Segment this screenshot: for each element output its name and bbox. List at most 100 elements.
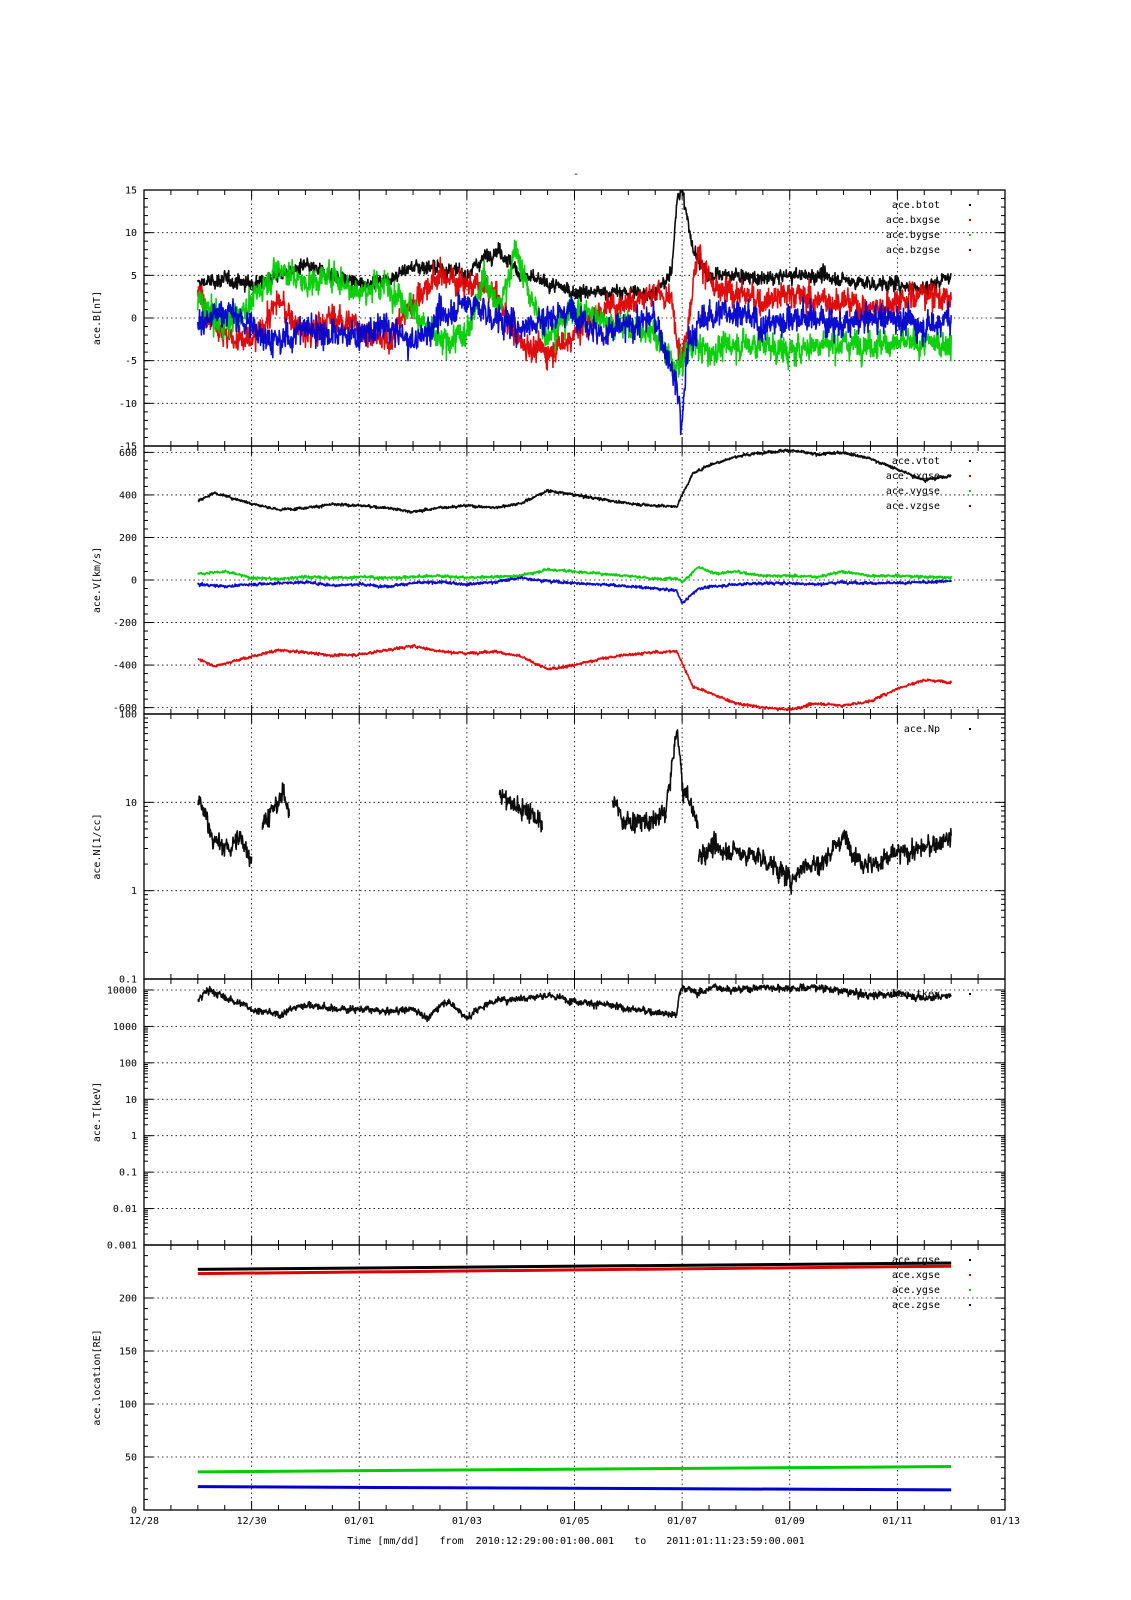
legend-marker xyxy=(969,1289,971,1291)
series-trace-ace.Np xyxy=(498,788,543,833)
y-tick-label: 600 xyxy=(119,448,137,459)
y-axis-label: ace.V[km/s] xyxy=(92,547,103,613)
y-tick-label: -600 xyxy=(113,703,137,714)
series-line-ace.zgse xyxy=(197,1485,952,1492)
x-tick-label: 12/30 xyxy=(237,1516,267,1527)
legend-marker xyxy=(969,204,971,206)
legend-label: ace.rgse xyxy=(892,1255,940,1266)
series-ace.zgse xyxy=(197,1485,952,1492)
x-tick-label: 01/01 xyxy=(344,1516,374,1527)
series-ace.xgse xyxy=(197,1264,952,1276)
panels: -15-10-5051015ace.B[nT]ace.btotace.bxgse… xyxy=(92,186,1020,1528)
series-trace-ace.tkev xyxy=(197,983,952,1023)
y-tick-label: 1000 xyxy=(113,1022,137,1033)
legend-marker xyxy=(969,249,971,251)
legend-label: ace.vygse xyxy=(886,486,940,497)
series-trace-ace.bzgse xyxy=(197,291,952,436)
legend-label: ace.xgse xyxy=(892,1270,940,1281)
y-tick-label: 15 xyxy=(125,186,137,197)
y-tick-label: 100 xyxy=(119,1400,137,1411)
legend-label: ace.vtot xyxy=(892,456,940,467)
y-tick-label: 0 xyxy=(131,314,137,325)
legend-label: ace.bygse xyxy=(886,230,940,241)
y-axis-label: ace.N[1/cc] xyxy=(92,813,103,879)
legend-marker xyxy=(969,1259,971,1261)
legend-label: ace.ygse xyxy=(892,1285,940,1296)
panel-2: -600 -400 -200 0 200 400 600 ace.V[km/s] ace.vto… xyxy=(92,445,1006,715)
series-trace-ace.vtot xyxy=(197,448,952,514)
panel-3: 0.1 1 10 100 ace.N[1/cc] ace.Np xyxy=(92,710,1006,986)
legend-label: ace.vzgse xyxy=(886,501,940,512)
y-tick-label: -200 xyxy=(113,618,137,629)
series-ace.Np xyxy=(197,729,952,895)
legend-marker xyxy=(969,1304,971,1306)
y-tick-label: 10 xyxy=(125,1095,137,1106)
y-tick-label: 10 xyxy=(125,228,137,239)
y-tick-label: 100 xyxy=(119,710,137,721)
y-axis-label: ace.B[nT] xyxy=(92,291,103,345)
legend-label: ace.zgse xyxy=(892,1300,940,1311)
series-ace.vtot xyxy=(197,448,952,514)
series-trace-ace.Np xyxy=(665,729,699,830)
y-tick-label: 50 xyxy=(125,1453,137,1464)
series-trace-ace.vxgse xyxy=(197,643,952,712)
y-tick-label: -10 xyxy=(119,399,137,410)
series-trace-ace.vzgse xyxy=(197,576,952,604)
legend-marker xyxy=(969,1274,971,1276)
series-ace.rgse xyxy=(197,1261,952,1271)
x-tick-label: 01/09 xyxy=(775,1516,805,1527)
x-tick-label: 01/03 xyxy=(452,1516,482,1527)
y-tick-label: 10 xyxy=(125,798,137,809)
y-tick-label: -15 xyxy=(119,442,137,453)
y-tick-label: 100 xyxy=(119,1058,137,1069)
series-ace.vzgse xyxy=(197,576,952,604)
legend-label: ace.Np xyxy=(904,724,940,735)
y-tick-label: 1 xyxy=(131,886,137,897)
series-trace-ace.Np xyxy=(611,796,667,834)
y-tick-label: 1 xyxy=(131,1131,137,1142)
series-trace-ace.Np xyxy=(697,827,952,895)
series-ace.vxgse xyxy=(197,643,952,712)
y-tick-label: -5 xyxy=(125,356,137,367)
y-axis-label: ace.location[RE] xyxy=(92,1329,103,1425)
y-tick-label: 0.1 xyxy=(119,975,137,986)
panel-5: 0 50 100 150 200 ace.location[RE] ace.rgse ace.… xyxy=(92,1244,1006,1517)
y-tick-label: 5 xyxy=(131,271,137,282)
series-line-ace.xgse xyxy=(197,1264,952,1276)
series-trace-ace.vygse xyxy=(197,565,952,584)
legend-label: ace.btot xyxy=(892,200,940,211)
figure-title: - xyxy=(573,169,579,180)
legend-label: ace.tkev xyxy=(892,989,940,1000)
y-tick-label: 0 xyxy=(131,576,137,587)
legend-marker xyxy=(969,505,971,507)
y-tick-label: 200 xyxy=(119,1294,137,1305)
y-tick-label: 0.01 xyxy=(113,1204,137,1215)
series-line-ace.rgse xyxy=(197,1261,952,1271)
series-trace-ace.Np xyxy=(261,782,291,830)
y-tick-label: 400 xyxy=(119,490,137,501)
x-tick-label: 01/13 xyxy=(990,1516,1020,1527)
legend-label: ace.vxgse xyxy=(886,471,940,482)
y-tick-label: 0 xyxy=(131,1506,137,1517)
legend-marker xyxy=(969,490,971,492)
legend-marker xyxy=(969,475,971,477)
y-tick-label: 0.1 xyxy=(119,1168,137,1179)
panel-4: 0.001 0.01 0.1 1 10 100 1000 10000 ace.T[keV] ace… xyxy=(92,978,1006,1252)
series-ace.ygse xyxy=(197,1465,952,1474)
legend-label: ace.bzgse xyxy=(886,245,940,256)
legend-marker xyxy=(969,728,971,730)
x-tick-label: 01/11 xyxy=(882,1516,912,1527)
legend-label: ace.bxgse xyxy=(886,215,940,226)
x-tick-label: 01/05 xyxy=(559,1516,589,1527)
y-tick-label: 150 xyxy=(119,1347,137,1358)
legend-marker xyxy=(969,993,971,995)
legend-marker xyxy=(969,460,971,462)
y-tick-label: 0.001 xyxy=(107,1241,137,1252)
series-ace.bzgse xyxy=(197,291,952,436)
y-tick-label: 10000 xyxy=(107,985,137,996)
panel-1: -15 -10 -5 0 5 10 15 ace.B[nT] ace.btot ace.bxgse… xyxy=(92,186,1006,453)
x-tick-label: 12/28 xyxy=(129,1516,159,1527)
legend-marker xyxy=(969,234,971,236)
y-axis-label: ace.T[keV] xyxy=(92,1082,103,1142)
